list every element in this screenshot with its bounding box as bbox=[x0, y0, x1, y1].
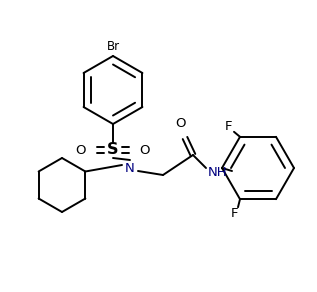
Text: F: F bbox=[231, 207, 239, 220]
Text: S: S bbox=[107, 142, 119, 157]
Text: N: N bbox=[125, 161, 135, 175]
Text: NH: NH bbox=[208, 166, 228, 180]
Text: Br: Br bbox=[107, 40, 120, 53]
Text: O: O bbox=[140, 143, 150, 157]
Text: F: F bbox=[224, 120, 232, 133]
Text: O: O bbox=[76, 143, 86, 157]
Text: O: O bbox=[176, 117, 186, 130]
